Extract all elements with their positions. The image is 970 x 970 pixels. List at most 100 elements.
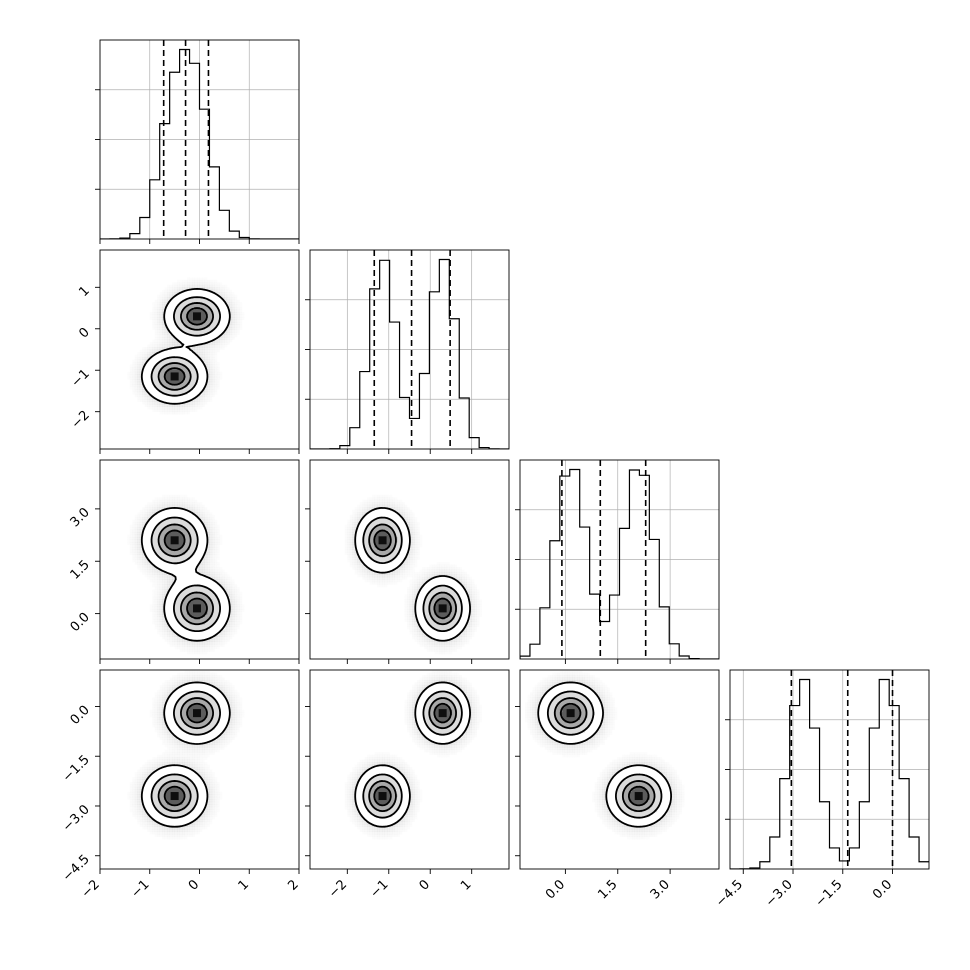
scatter-density-cell [411,626,415,630]
scatter-density-cell [461,571,465,575]
scatter-density-cell [155,335,158,338]
scatter-density-cell [155,727,158,730]
scatter-density-cell [204,402,207,405]
scatter-density-cell [349,519,353,523]
scatter-density-cell [426,569,430,573]
scatter-density-cell [179,344,183,348]
scatter-density-cell [409,616,413,620]
scatter-density-cell [179,497,183,501]
scatter-density-cell [159,344,163,348]
scatter-density-cell [231,596,235,600]
scatter-density-cell [197,674,200,678]
scatter-density-cell [237,302,240,305]
contour-fill [164,307,208,385]
scatter-density-cell [127,374,130,377]
scatter-density-cell [152,715,155,718]
scatter-density-cell [414,572,417,575]
scatter-density-cell [132,362,135,365]
scatter-density-cell [229,621,233,625]
scatter-density-cell [199,561,203,565]
scatter-density-cell [167,332,170,335]
scatter-density-cell [229,637,232,640]
scatter-density-cell [184,674,188,678]
scatter-density-cell [132,371,136,375]
scatter-density-cell [154,569,158,573]
scatter-density-cell [434,652,437,655]
scatter-density-cell [197,347,200,350]
scatter-density-cell [162,292,165,296]
scatter-density-cell [167,687,170,691]
scatter-density-cell [179,677,183,681]
scatter-density-cell [206,677,210,681]
scatter-density-cell [441,646,445,650]
scatter-density-cell [192,652,195,655]
scatter-density-cell [159,324,163,328]
scatter-density-cell [157,319,160,323]
scatter-density-cell [227,639,230,642]
scatter-density-cell [172,744,175,748]
scatter-density-cell [409,514,413,518]
scatter-density-cell [189,677,193,681]
scatter-density-cell [159,604,163,608]
scatter-density-cell [461,639,465,642]
scatter-density-cell [157,712,160,716]
scatter-density-cell [162,334,165,338]
scatter-density-cell [444,564,447,567]
scatter-density-cell [142,386,146,390]
scatter-density-cell [127,540,130,543]
scatter-density-cell [214,280,217,283]
scatter-density-cell [354,561,358,565]
scatter-density-cell [216,747,220,750]
scatter-density-cell [362,500,365,503]
scatter-density-cell [209,639,213,642]
scatter-density-cell [476,609,480,613]
scatter-density-cell [479,604,482,607]
scatter-density-cell [194,744,198,748]
scatter-density-cell [162,347,165,350]
scatter-density-cell [239,617,242,620]
scatter-density-cell [206,364,210,368]
scatter-density-cell [421,571,425,575]
scatter-density-cell [234,309,238,313]
scatter-density-cell [469,591,472,595]
scatter-density-cell [180,495,183,498]
scatter-density-cell [234,717,238,721]
scatter-density-cell [209,534,213,538]
scatter-density-cell [236,712,240,716]
scatter-density-cell [137,391,141,395]
scatter-density-cell [162,319,165,323]
scatter-density-cell [139,361,143,365]
scatter-density-cell [206,747,210,750]
scatter-density-cell [387,495,390,498]
scatter-density-cell [169,337,173,340]
scatter-density-cell [347,520,350,523]
scatter-density-cell [144,566,148,570]
scatter-density-cell [167,684,170,688]
scatter-density-cell [157,594,160,598]
scatter-density-cell [236,601,240,605]
scatter-density-cell [444,566,448,570]
scatter-density-cell [377,499,380,503]
scatter-density-cell [414,621,418,625]
scatter-density-cell [352,517,356,520]
scatter-density-cell [149,507,153,511]
scatter-density-cell [362,504,366,508]
scatter-density-cell [405,577,408,580]
scatter-density-cell [221,737,225,740]
scatter-density-cell [179,409,183,412]
scatter-density-cell [164,692,168,696]
scatter-density-cell [157,504,160,508]
scatter-density-cell [174,502,178,506]
scatter-density-cell [231,724,235,728]
scatter-density-cell [164,697,168,701]
scatter-density-cell [234,614,238,618]
scatter-density-cell [154,304,158,308]
scatter-density-cell [150,604,153,607]
scatter-density-cell [155,587,158,590]
scatter-density-cell [439,562,442,565]
scatter-density-cell [192,644,195,647]
scatter-density-cell [159,626,163,630]
scatter-density-cell [410,629,413,632]
scatter-density-cell [179,674,183,678]
scatter-density-cell [349,537,353,540]
